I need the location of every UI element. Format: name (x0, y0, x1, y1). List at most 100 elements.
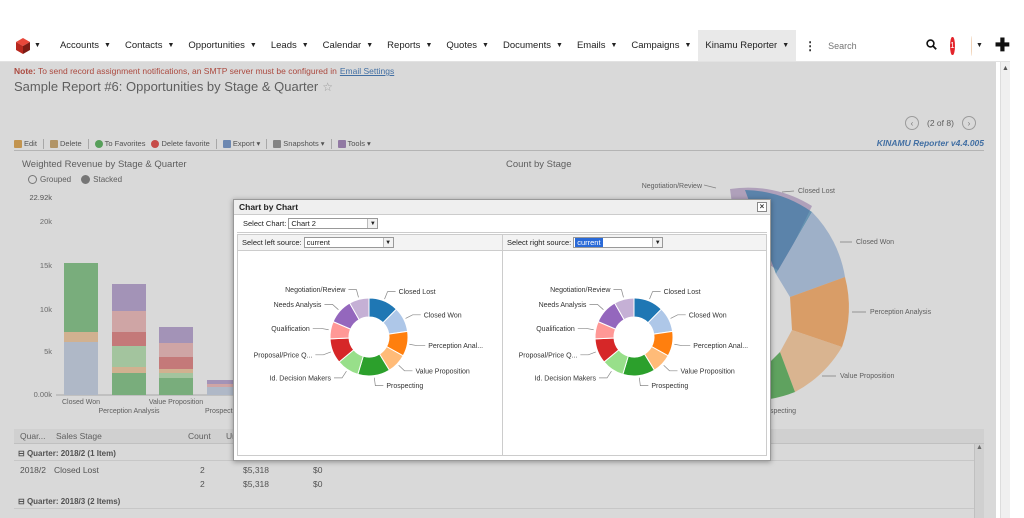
snapshots-menu-button[interactable]: Snapshots ▾ (273, 139, 325, 148)
left-source-label: Select left source: (242, 238, 302, 247)
more-menu-icon[interactable]: ⋮ (804, 38, 817, 53)
to-favorites-button[interactable]: To Favorites (94, 139, 145, 148)
left-chart-title: Weighted Revenue by Stage & Quarter (22, 159, 187, 170)
column-header-sales-stage[interactable]: Sales Stage (56, 431, 102, 441)
delete-button[interactable]: Delete (49, 139, 82, 148)
nav-item-documents[interactable]: Documents ▼ (496, 30, 570, 61)
bar-segment (112, 284, 146, 311)
toolbar-divider (266, 138, 268, 149)
notification-badge[interactable]: 1 (950, 36, 955, 55)
nav-item-quotes[interactable]: Quotes ▼ (439, 30, 496, 61)
table-row[interactable]: 2 $5,318 $0 (14, 478, 984, 491)
column-header-count[interactable]: Count (188, 431, 211, 441)
y-tick-label: 5k (44, 347, 52, 356)
delete-favorite-button[interactable]: Delete favorite (151, 139, 210, 148)
user-avatar[interactable] (970, 35, 972, 56)
tools-label: Tools (347, 139, 366, 148)
nav-item-kinamu-reporter[interactable]: Kinamu Reporter ▼ (698, 30, 797, 61)
stacked-radio[interactable]: Stacked (81, 175, 122, 184)
nav-item-label: Reports (387, 40, 421, 51)
cell-quarter: 2018/2 (20, 465, 46, 475)
page-scrollbar[interactable]: ▲ (1000, 62, 1010, 518)
delete-label: Delete (59, 139, 82, 148)
y-tick-label: 15k (40, 261, 52, 270)
quick-create-plus-icon[interactable]: ✚ (994, 35, 1010, 55)
column-header-truncated[interactable]: Un (226, 431, 237, 441)
app-logo-icon[interactable]: ▼ (16, 36, 41, 56)
right-source-dropdown[interactable]: current ▼ (573, 237, 664, 248)
stacked-bar[interactable] (207, 380, 235, 395)
column-header-quarter[interactable]: Quar... (20, 431, 46, 441)
report-title: Sample Report #6: Opportunities by Stage… (14, 79, 319, 94)
nav-item-reports[interactable]: Reports ▼ (380, 30, 439, 61)
toolbar-divider (87, 138, 89, 149)
donut-label: Perception Anal... (693, 343, 748, 350)
chevron-down-icon: ▼ (367, 219, 378, 228)
stacked-label: Stacked (93, 175, 123, 184)
search-icon[interactable] (926, 39, 937, 52)
leader-line (324, 304, 339, 310)
y-tick-label: 10k (40, 305, 52, 314)
edit-button[interactable]: Edit (14, 139, 37, 148)
delete-favorite-label: Delete favorite (161, 139, 210, 148)
favorite-star-icon[interactable]: ☆ (322, 80, 333, 94)
donut-label: Perception Anal... (428, 343, 483, 350)
nav-item-opportunities[interactable]: Opportunities ▼ (181, 30, 263, 61)
grid-scrollbar[interactable]: ▲ (974, 444, 984, 518)
nav-item-label: Quotes (446, 40, 478, 51)
snapshot-icon (273, 139, 282, 148)
bar-segment (64, 263, 98, 332)
grouped-radio[interactable]: Grouped (28, 175, 71, 184)
notice-text: To send record assignment notifications,… (37, 66, 337, 76)
leader-line (670, 314, 686, 319)
donut-slice[interactable] (349, 297, 370, 321)
donut-label: Qualification (271, 326, 310, 333)
email-settings-link[interactable]: Email Settings (339, 66, 395, 76)
chart-compare-panes: Select left source: current ▼ Closed Los… (237, 234, 767, 456)
stacked-bar[interactable] (64, 263, 98, 395)
donut-label: Closed Won (689, 312, 727, 319)
next-report-icon[interactable]: › (961, 116, 976, 130)
nav-item-accounts[interactable]: Accounts ▼ (53, 30, 118, 61)
chevron-down-icon[interactable]: ▼ (975, 42, 983, 49)
table-row[interactable]: 2018/2 Closed Lost 2 $5,318 $0 (14, 464, 984, 477)
top-navigation-bar: ▼ Accounts ▼ Contacts ▼ Opportunities ▼ Leads ▼… (0, 30, 1010, 62)
nav-item-contacts[interactable]: Contacts ▼ (118, 30, 181, 61)
donut-label: Needs Analysis (274, 302, 322, 309)
donut-label: Negotiation/Review (550, 287, 611, 294)
y-max-label: 22.92k (29, 193, 52, 202)
cell-count: 2 (200, 479, 205, 489)
select-chart-dropdown[interactable]: Chart 2 ▼ (288, 218, 379, 229)
group-row[interactable]: ⊟ Quarter: 2018/3 (2 Items) (14, 495, 984, 509)
page-title: Sample Report #6: Opportunities by Stage… (14, 79, 333, 94)
nav-item-leads[interactable]: Leads ▼ (264, 30, 316, 61)
tools-menu-button[interactable]: Tools ▾ (337, 139, 371, 148)
stacked-bar[interactable] (112, 284, 146, 395)
x-tick-label: Closed Won (62, 399, 100, 406)
nav-item-emails[interactable]: Emails ▼ (570, 30, 624, 61)
right-source-value: current (575, 238, 603, 247)
toolbar-divider (42, 138, 44, 149)
export-menu-button[interactable]: Export ▾ (222, 139, 260, 148)
stacked-bar[interactable] (159, 327, 193, 395)
edit-label: Edit (24, 139, 37, 148)
donut-label: Closed Lost (399, 289, 436, 296)
left-source-dropdown[interactable]: current ▼ (303, 237, 394, 248)
leader-line (315, 351, 331, 356)
right-donut-chart: Closed Lost Closed Won Perception Anal... V… (519, 287, 749, 390)
chevron-down-icon: ▾ (367, 139, 371, 148)
leader-line (405, 314, 421, 319)
donut-slice[interactable] (614, 297, 635, 321)
cell-sales-stage: Closed Lost (54, 465, 99, 475)
nav-item-label: Kinamu Reporter (705, 40, 778, 51)
donut-label: Prospecting (651, 383, 688, 390)
donut-label: Proposal/Price Q... (254, 352, 313, 359)
nav-item-calendar[interactable]: Calendar ▼ (316, 30, 381, 61)
previous-report-icon[interactable]: ‹ (905, 116, 919, 130)
scroll-up-icon[interactable]: ▲ (1002, 65, 1009, 72)
search-input[interactable] (828, 36, 919, 55)
close-icon[interactable]: × (757, 202, 767, 212)
nav-item-campaigns[interactable]: Campaigns ▼ (624, 30, 698, 61)
toolbar-divider (330, 138, 332, 149)
right-chart-pane: Select right source: current ▼ Closed Lo… (502, 235, 766, 455)
